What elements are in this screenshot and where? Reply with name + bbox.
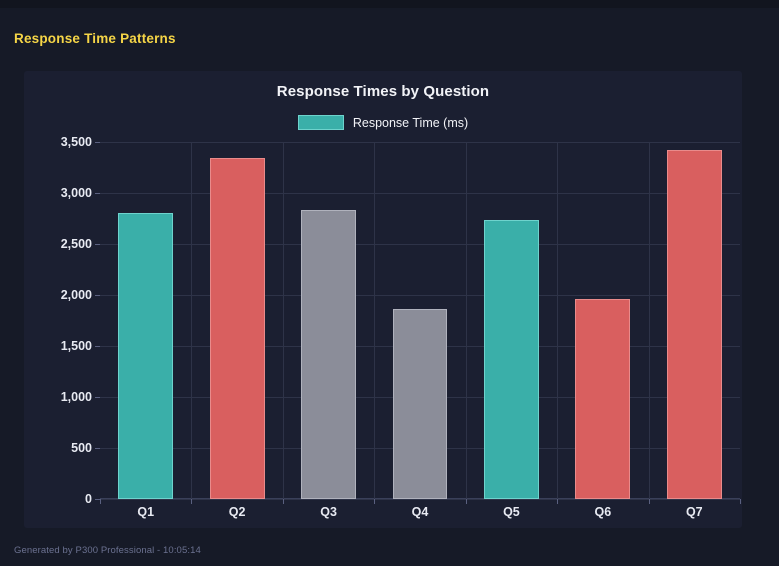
x-tick-label-q4: Q4 xyxy=(411,505,429,519)
y-tick-mark xyxy=(95,193,100,194)
y-tick-mark xyxy=(95,244,100,245)
y-gridline xyxy=(100,295,740,296)
y-tick-label: 3,500 xyxy=(60,135,92,149)
x-tick-mark xyxy=(740,499,741,504)
bar-q1[interactable] xyxy=(118,213,174,499)
y-tick-label: 2,500 xyxy=(60,237,92,251)
x-tick-mark xyxy=(191,499,193,504)
x-tick-label-q2: Q2 xyxy=(228,505,246,519)
y-tick-label: 1,500 xyxy=(60,339,92,353)
y-tick-mark xyxy=(95,346,100,347)
y-tick-label: 1,000 xyxy=(60,390,92,404)
x-gridline xyxy=(648,142,650,499)
x-tick-label-q1: Q1 xyxy=(137,505,155,519)
chart-plot-area: Response Time (ms) 05001,0001,5002,0002,… xyxy=(61,135,741,519)
bar-q6[interactable] xyxy=(575,298,631,499)
y-tick-mark xyxy=(95,499,100,500)
y-tick-label: 2,000 xyxy=(60,288,92,302)
footer-text: Generated by P300 Professional - 10:05:1… xyxy=(14,545,201,556)
x-tick-mark xyxy=(374,499,376,504)
bar-q4[interactable] xyxy=(392,309,448,499)
chart-legend: Response Time (ms) xyxy=(24,115,742,130)
legend-swatch-response-time xyxy=(297,115,344,130)
chart-title: Response Times by Question xyxy=(276,83,490,100)
x-gridline xyxy=(557,142,559,499)
bar-q2[interactable] xyxy=(209,158,265,499)
y-gridline xyxy=(100,244,740,245)
x-tick-mark xyxy=(648,499,650,504)
x-gridline xyxy=(465,142,467,499)
y-tick-label: 3,000 xyxy=(60,186,92,200)
x-tick-label-q3: Q3 xyxy=(320,505,337,519)
bar-q7[interactable] xyxy=(666,150,722,499)
x-tick-label-q5: Q5 xyxy=(503,505,520,519)
bar-q3[interactable] xyxy=(301,210,356,499)
y-tick-label: 0 xyxy=(85,492,92,506)
legend-label-response-time: Response Time (ms) xyxy=(352,115,469,130)
y-tick-mark xyxy=(95,295,100,296)
y-tick-label: 500 xyxy=(71,441,92,455)
window-top-strip xyxy=(0,0,779,8)
x-tick-mark xyxy=(557,499,559,504)
x-tick-mark xyxy=(465,499,467,504)
x-tick-mark xyxy=(100,499,101,504)
y-gridline xyxy=(100,142,740,143)
x-tick-label-q6: Q6 xyxy=(594,505,612,519)
y-gridline xyxy=(100,193,740,194)
y-gridline xyxy=(100,499,740,500)
x-tick-mark xyxy=(282,499,284,504)
page-title: Response Time Patterns xyxy=(14,31,176,46)
y-tick-mark xyxy=(95,448,100,449)
y-tick-mark xyxy=(95,397,100,398)
x-tick-label-q7: Q7 xyxy=(685,505,703,519)
y-tick-mark xyxy=(95,142,100,143)
x-gridline xyxy=(191,142,193,499)
chart-card: Response Times by Question Response Time… xyxy=(24,71,742,528)
x-gridline xyxy=(282,142,284,499)
bar-q5[interactable] xyxy=(484,219,539,499)
x-gridline xyxy=(374,142,376,499)
